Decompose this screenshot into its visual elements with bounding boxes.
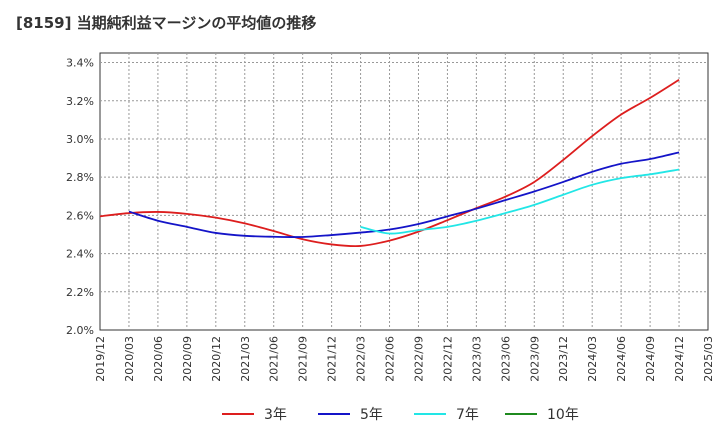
y-tick-label: 3.0%	[66, 133, 94, 146]
y-tick-label: 3.4%	[66, 57, 94, 70]
legend-label: 3年	[264, 407, 287, 423]
x-tick-label: 2024/12	[673, 336, 686, 382]
x-tick-label: 2022/12	[441, 336, 454, 382]
x-tick-label: 2024/06	[615, 336, 628, 382]
series-line	[360, 168, 680, 235]
x-tick-label: 2024/03	[586, 336, 599, 382]
series-line	[99, 78, 680, 248]
legend-label: 7年	[456, 407, 479, 423]
x-tick-label: 2021/03	[239, 336, 252, 382]
x-tick-label: 2023/03	[470, 336, 483, 382]
x-tick-label: 2020/12	[210, 336, 223, 382]
x-tick-label: 2024/09	[644, 336, 657, 382]
x-tick-label: 2019/12	[94, 336, 107, 382]
x-tick-label: 2022/03	[355, 336, 368, 382]
x-tick-label: 2020/03	[123, 336, 136, 382]
y-tick-label: 2.8%	[66, 171, 94, 184]
legend-label: 5年	[360, 407, 383, 423]
y-tick-label: 2.6%	[66, 209, 94, 222]
x-tick-label: 2022/09	[412, 336, 425, 382]
y-tick-label: 2.4%	[66, 248, 94, 261]
y-tick-label: 3.2%	[66, 95, 94, 108]
x-tick-label: 2021/06	[268, 336, 281, 382]
x-tick-label: 2025/03	[702, 336, 715, 382]
plot-area	[99, 52, 709, 331]
x-tick-label: 2020/06	[152, 336, 165, 382]
x-tick-label: 2023/09	[528, 336, 541, 382]
y-tick-label: 2.0%	[66, 324, 94, 337]
x-tick-label: 2023/06	[499, 336, 512, 382]
series-line	[128, 151, 680, 238]
x-tick-label: 2022/06	[384, 336, 397, 382]
legend-label: 10年	[547, 407, 579, 423]
x-tick-label: 2021/12	[326, 336, 339, 382]
x-tick-label: 2021/09	[297, 336, 310, 382]
y-tick-label: 2.2%	[66, 286, 94, 299]
chart-title: [8159] 当期純利益マージンの平均値の推移	[16, 14, 317, 32]
x-tick-label: 2023/12	[557, 336, 570, 382]
x-tick-label: 2020/09	[181, 336, 194, 382]
